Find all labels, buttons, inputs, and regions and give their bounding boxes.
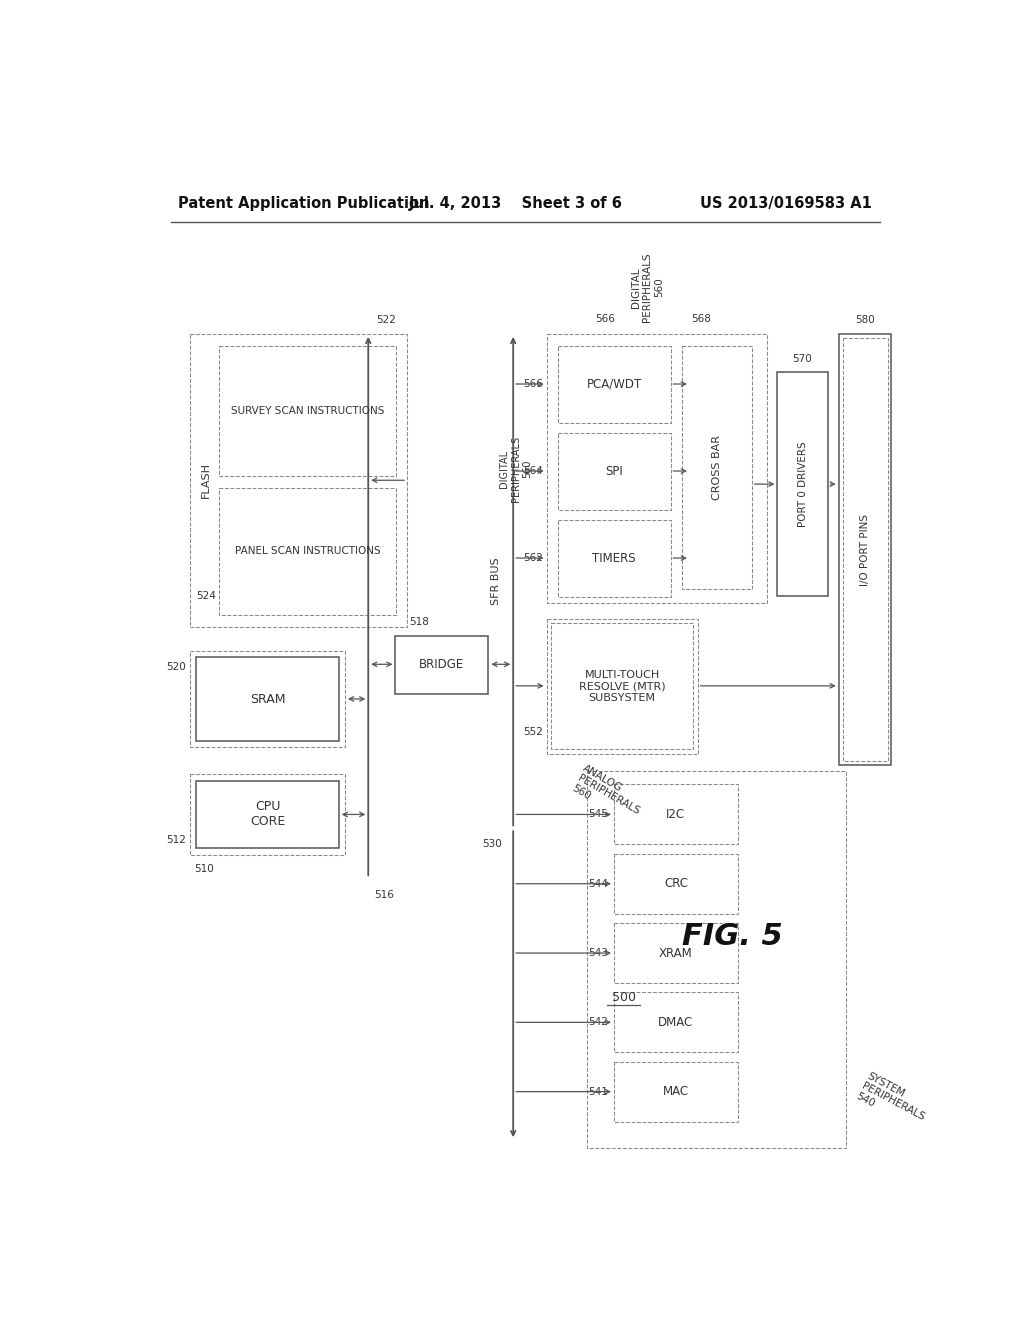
Text: FIG. 5: FIG. 5 xyxy=(682,921,783,950)
Text: 516: 516 xyxy=(375,890,394,900)
Bar xyxy=(777,372,827,595)
Text: CROSS BAR: CROSS BAR xyxy=(712,434,722,500)
Bar xyxy=(614,1061,738,1122)
Text: 500: 500 xyxy=(612,991,636,1005)
Text: FLASH: FLASH xyxy=(201,462,211,498)
Bar xyxy=(219,346,396,477)
Text: ANALOG
PERIPHERALS
560: ANALOG PERIPHERALS 560 xyxy=(569,763,646,826)
Text: 524: 524 xyxy=(196,591,216,601)
Text: 570: 570 xyxy=(793,354,812,363)
Text: 566: 566 xyxy=(595,314,614,323)
Text: I/O PORT PINS: I/O PORT PINS xyxy=(860,513,870,586)
Text: TIMERS: TIMERS xyxy=(593,552,636,565)
Text: PORT 0 DRIVERS: PORT 0 DRIVERS xyxy=(798,441,808,527)
Text: 542: 542 xyxy=(588,1018,607,1027)
Text: 530: 530 xyxy=(482,838,502,849)
Text: XRAM: XRAM xyxy=(659,946,693,960)
Text: 552: 552 xyxy=(522,727,543,737)
Text: Patent Application Publication: Patent Application Publication xyxy=(178,195,430,211)
Text: CPU
CORE: CPU CORE xyxy=(250,800,285,829)
Text: 512: 512 xyxy=(166,834,186,845)
Text: SURVEY SCAN INSTRUCTIONS: SURVEY SCAN INSTRUCTIONS xyxy=(231,407,384,416)
Bar xyxy=(839,334,891,766)
Text: DIGITAL
PERIPHERALS
560: DIGITAL PERIPHERALS 560 xyxy=(500,436,532,502)
Bar xyxy=(190,334,407,627)
Text: 518: 518 xyxy=(409,616,429,627)
Bar xyxy=(614,854,738,913)
Text: 520: 520 xyxy=(166,661,186,672)
Bar xyxy=(558,346,671,422)
Text: 564: 564 xyxy=(522,466,543,477)
Text: CRC: CRC xyxy=(664,878,688,890)
Text: Jul. 4, 2013    Sheet 3 of 6: Jul. 4, 2013 Sheet 3 of 6 xyxy=(409,195,623,211)
Text: 541: 541 xyxy=(588,1086,607,1097)
Text: PANEL SCAN INSTRUCTIONS: PANEL SCAN INSTRUCTIONS xyxy=(234,546,381,557)
Text: SFR BUS: SFR BUS xyxy=(492,557,501,605)
Text: 566: 566 xyxy=(522,379,543,389)
Text: SRAM: SRAM xyxy=(250,693,286,706)
Bar xyxy=(551,623,693,748)
Bar xyxy=(395,636,488,693)
Text: 580: 580 xyxy=(855,315,874,325)
Text: BRIDGE: BRIDGE xyxy=(419,659,465,671)
Text: DIGITAL
PERIPHERALS
560: DIGITAL PERIPHERALS 560 xyxy=(631,253,664,322)
Bar xyxy=(197,657,339,742)
Text: US 2013/0169583 A1: US 2013/0169583 A1 xyxy=(700,195,872,211)
Text: SYSTEM
PERIPHERALS
540: SYSTEM PERIPHERALS 540 xyxy=(854,1071,931,1133)
Bar xyxy=(190,775,345,855)
Bar xyxy=(682,346,752,589)
Bar xyxy=(614,993,738,1052)
Text: MULTI-TOUCH
RESOLVE (MTR)
SUBSYSTEM: MULTI-TOUCH RESOLVE (MTR) SUBSYSTEM xyxy=(579,669,666,702)
Text: I2C: I2C xyxy=(667,808,685,821)
Bar xyxy=(219,488,396,615)
Text: 510: 510 xyxy=(194,865,214,874)
Text: MAC: MAC xyxy=(663,1085,689,1098)
Text: 522: 522 xyxy=(376,315,396,325)
Text: 543: 543 xyxy=(588,948,607,958)
Bar xyxy=(614,923,738,983)
Text: 562: 562 xyxy=(522,553,543,564)
Text: DMAC: DMAC xyxy=(658,1016,693,1028)
Bar xyxy=(587,771,847,1148)
Text: PCA/WDT: PCA/WDT xyxy=(587,378,642,391)
Bar xyxy=(190,651,345,747)
Text: 545: 545 xyxy=(588,809,607,820)
Text: 544: 544 xyxy=(588,879,607,888)
Bar xyxy=(197,780,339,849)
Bar xyxy=(558,433,671,510)
Bar xyxy=(547,334,767,603)
Bar xyxy=(843,338,888,762)
Bar xyxy=(614,784,738,845)
Bar xyxy=(547,619,697,754)
Text: 568: 568 xyxy=(691,314,712,323)
Bar xyxy=(558,520,671,597)
Text: SPI: SPI xyxy=(605,465,624,478)
